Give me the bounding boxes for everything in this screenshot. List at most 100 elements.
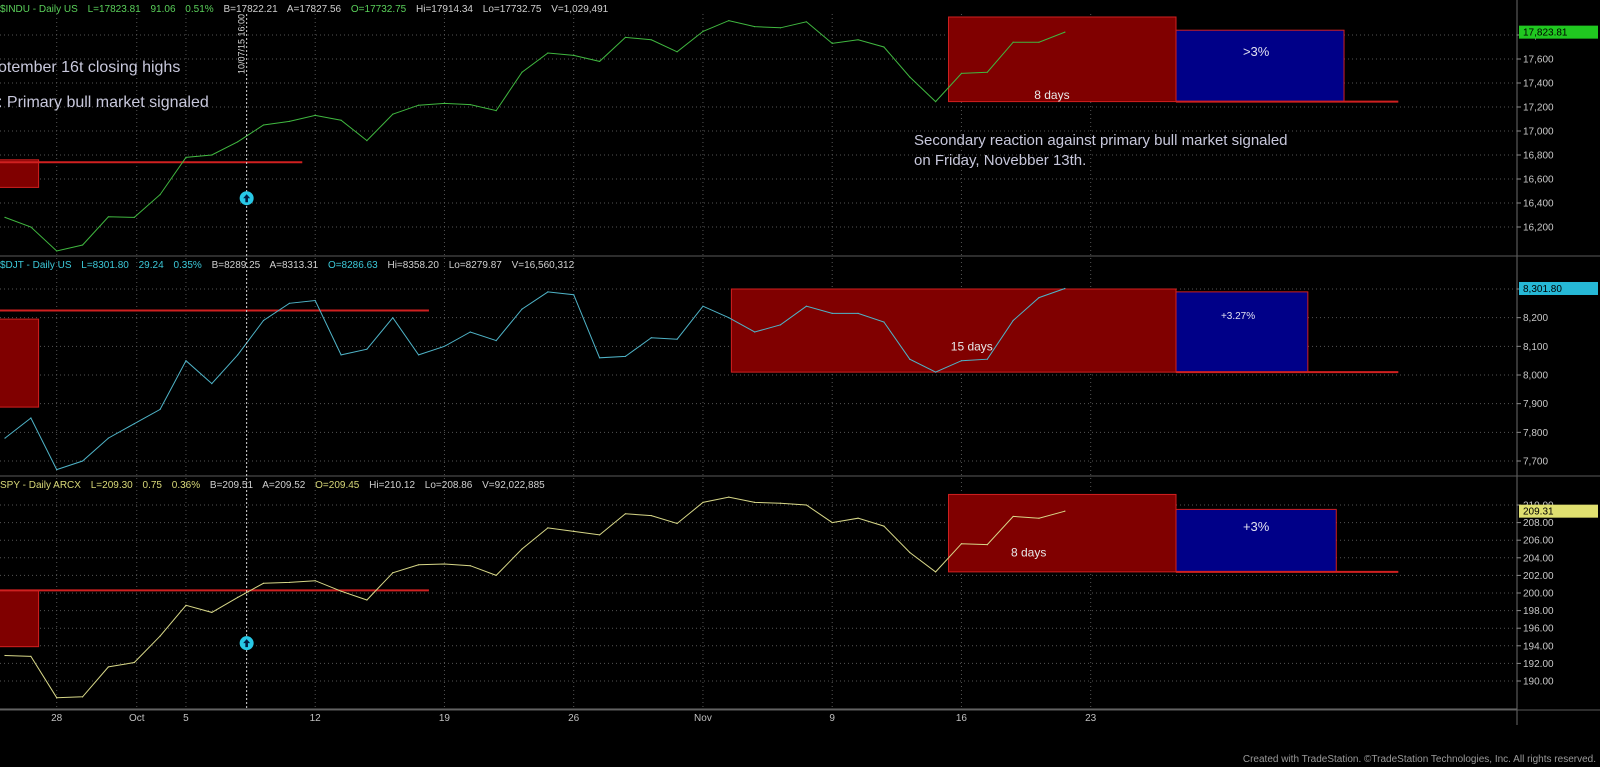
djt-data-point [547, 291, 549, 293]
x-tick-label: 23 [1085, 713, 1097, 724]
y-tick-label: 200.00 [1523, 589, 1554, 600]
indu-data-point [56, 250, 58, 252]
indu-data-point [650, 39, 652, 41]
djt-data-point [469, 331, 471, 333]
djt-chg: 29.24 [138, 260, 164, 271]
djt-data-point [754, 331, 756, 333]
spy-data-point [443, 563, 446, 565]
indu-price-line [4, 20, 1066, 252]
spy-ask: A=209.52 [262, 480, 306, 491]
spy-data-point [107, 666, 109, 668]
y-tick-label: 206.00 [1523, 536, 1554, 547]
spy-data-point [418, 564, 420, 566]
spy-bid: B=209.51 [209, 480, 254, 491]
djt-last: L=8301.80 [81, 260, 129, 271]
spy-panel: 190.00 192.00 194.00 196.00 198.00 200.00 202.… [0, 493, 1598, 699]
indu-data-point [237, 141, 239, 143]
annotation-secondary-date: on Friday, Novebber 13th. [914, 152, 1087, 169]
spy-data-point [469, 565, 471, 567]
y-tick-label: 17,600 [1523, 55, 1554, 66]
spy-data-point [986, 544, 988, 546]
spy-data-point [805, 504, 807, 506]
djt-data-point [392, 317, 394, 319]
spy-data-point [779, 502, 782, 504]
indu-rally-box [1175, 29, 1345, 103]
indu-data-point [495, 110, 497, 112]
djt-data-point [4, 437, 6, 439]
spy-data-point [288, 581, 290, 584]
spy-data-point [883, 525, 885, 527]
indu-pct: 0.51% [185, 4, 214, 15]
indu-data-point [4, 216, 6, 218]
indu-data-point [133, 216, 135, 218]
y-tick-label: 198.00 [1523, 606, 1554, 617]
spy-price-line [4, 496, 1066, 699]
djt-data-point [314, 299, 316, 302]
x-tick-label: 28 [51, 713, 63, 724]
indu-data-point [702, 30, 704, 32]
indu-panel: 16,200 16,400 16,600 16,800 17,000 17,200 17,4… [0, 16, 1598, 252]
djt-data-point [418, 354, 420, 356]
indu-last: L=17823.81 [87, 4, 141, 15]
djt-data-point [702, 305, 704, 307]
spy-data-point [237, 596, 239, 599]
spy-data-point [81, 696, 84, 698]
spy-hi: Hi=210.12 [369, 480, 416, 491]
x-tick-label: Nov [694, 713, 712, 724]
indu-data-point [392, 113, 394, 115]
spy-chg: 0.75 [142, 480, 162, 491]
y-tick-label: 204.00 [1523, 553, 1554, 564]
djt-data-point [676, 338, 678, 340]
djt-data-point [573, 294, 575, 296]
y-tick-label: 17,400 [1523, 79, 1554, 90]
status-bar [0, 725, 1600, 767]
indu-hi: Hi=17914.34 [416, 4, 473, 15]
y-tick-label: 17,200 [1523, 103, 1554, 114]
spy-data-point [1012, 515, 1014, 518]
indu-data-point [340, 119, 342, 121]
djt-reaction-box [730, 288, 1177, 373]
x-tick-label: 19 [439, 713, 451, 724]
indu-bid: B=17822.21 [223, 4, 278, 15]
indu-data-point [986, 71, 988, 73]
djt-data-point [237, 354, 239, 356]
x-tick-label: 5 [183, 713, 189, 724]
djt-data-point [366, 348, 368, 350]
djt-days-label: 15 days [951, 339, 993, 353]
indu-data-point [288, 120, 290, 122]
djt-data-point [986, 358, 988, 360]
djt-data-point [340, 354, 342, 356]
indu-data-point [81, 244, 84, 246]
spy-open: O=209.45 [315, 480, 360, 491]
cursor-date-label: 10/07/15 16:00 [237, 14, 247, 74]
spy-data-point [598, 534, 601, 536]
y-tick-label: 8,200 [1523, 313, 1548, 324]
indu-data-point [469, 104, 471, 106]
indu-vol: V=1,029,491 [551, 4, 609, 15]
indu-data-point [935, 101, 937, 103]
djt-lo: Lo=8279.87 [448, 260, 502, 271]
spy-data-point [4, 654, 6, 657]
djt-data-point [883, 321, 885, 323]
indu-data-point [573, 54, 575, 57]
annotation-secondary-reaction: Secondary reaction against primary bull … [914, 132, 1288, 149]
djt-data-point [857, 312, 859, 314]
indu-header: $INDU - Daily US L=17823.81 91.06 0.51% … [0, 3, 615, 17]
indu-symbol: $INDU - Daily US [0, 4, 78, 15]
indu-pct-label: >3% [1243, 44, 1270, 59]
spy-data-point [262, 582, 265, 584]
djt-data-point [133, 423, 135, 425]
djt-symbol: $DJT - Daily US [0, 260, 72, 271]
djt-data-point [1012, 319, 1014, 322]
indu-lo: Lo=17732.75 [482, 4, 542, 15]
indu-data-point [443, 102, 446, 104]
djt-data-point [909, 358, 911, 360]
indu-data-point [1064, 31, 1066, 33]
indu-last-label: 17,823.81 [1523, 28, 1568, 39]
spy-pct: 0.36% [171, 480, 201, 491]
up-arrow-glyph-icon [243, 194, 251, 203]
indu-left-box [0, 159, 40, 188]
djt-data-point [107, 437, 109, 439]
